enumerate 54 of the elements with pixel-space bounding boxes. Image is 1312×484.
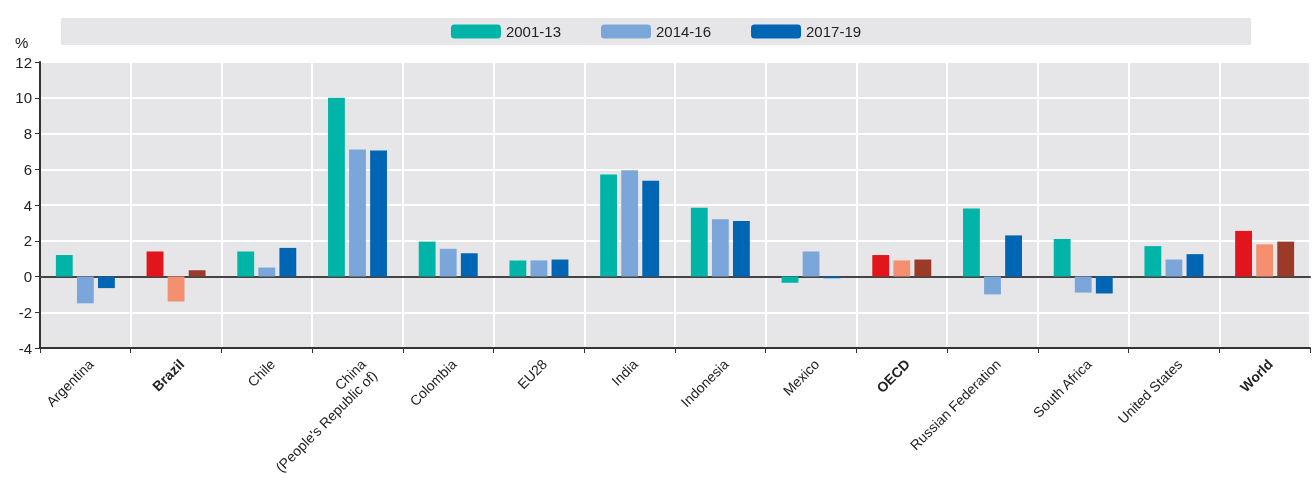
bar: [1074, 276, 1092, 293]
bar: [963, 208, 980, 277]
bar: [551, 259, 569, 277]
bar: [732, 221, 750, 277]
bar: [418, 241, 436, 277]
y-tick-label: 2: [23, 232, 32, 250]
bar: [530, 260, 548, 277]
bar: [188, 270, 206, 277]
bar: [1053, 238, 1071, 277]
bar: [1144, 246, 1162, 277]
bar: [97, 276, 115, 289]
y-tick-label: 10: [15, 89, 32, 107]
bar: [349, 149, 366, 277]
bar: [621, 170, 639, 277]
bar: [1277, 241, 1295, 277]
legend-label: 2017-19: [806, 23, 862, 40]
bar: [1186, 254, 1204, 277]
legend-label: 2014-16: [655, 23, 712, 40]
bar: [509, 260, 527, 277]
bar: [237, 251, 255, 277]
bar: [1235, 230, 1253, 277]
bar: [893, 260, 911, 277]
bar: [690, 207, 708, 277]
bar: [370, 150, 387, 277]
bar: [600, 174, 618, 277]
bar: [781, 276, 799, 283]
y-tick-label: 4: [23, 196, 32, 214]
bar: [167, 276, 185, 302]
y-tick-label: 12: [15, 53, 32, 71]
bar: [872, 255, 890, 277]
bar: [642, 180, 660, 277]
bar: [55, 255, 73, 277]
bar: [1005, 235, 1022, 277]
bar: [460, 253, 478, 277]
bar: [328, 97, 345, 277]
bar: [802, 251, 820, 277]
bar: [258, 267, 276, 277]
bar: [279, 247, 297, 277]
bar: [439, 248, 457, 277]
legend-label: 2001-13: [505, 23, 561, 40]
bar: [984, 276, 1001, 295]
bar: [1256, 244, 1274, 277]
bar: [1165, 259, 1183, 277]
y-tick-label: 0: [23, 268, 32, 285]
bar: [711, 219, 729, 277]
y-tick-label: 6: [23, 160, 32, 178]
bar: [146, 251, 164, 277]
y-tick-label: 8: [23, 125, 32, 142]
y-axis-title: %: [15, 34, 29, 51]
bar: [1095, 276, 1113, 294]
y-tick-label: -4: [18, 339, 32, 357]
bar: [914, 259, 932, 277]
bar: [76, 276, 94, 304]
y-tick-label: -2: [18, 303, 32, 321]
